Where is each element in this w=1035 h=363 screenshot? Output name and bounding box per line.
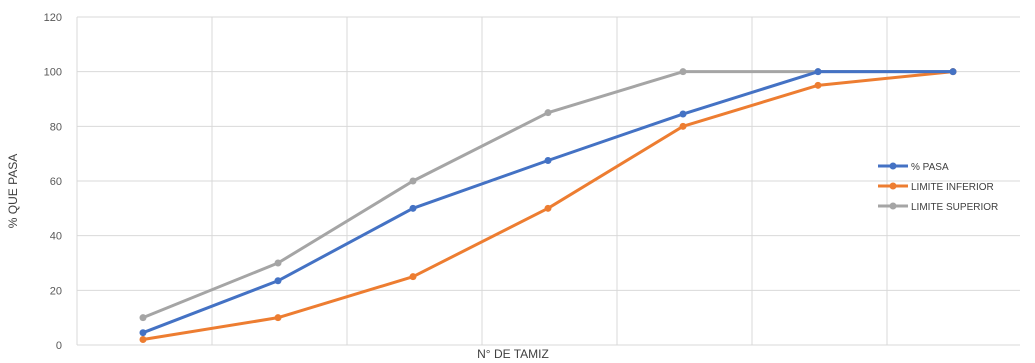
series-line: [141, 70, 955, 320]
data-point: [409, 204, 417, 212]
legend-label: LIMITE INFERIOR: [911, 182, 994, 193]
data-point: [139, 314, 147, 322]
data-point: [274, 314, 282, 322]
y-tick-label: 120: [44, 12, 62, 24]
y-tick-label: 80: [50, 121, 62, 133]
legend-label: % PASA: [911, 162, 949, 173]
y-axis-ticks: 0 20 40 60 80 100 120: [44, 12, 62, 352]
legend-swatch-marker: [889, 182, 897, 190]
data-point: [139, 336, 147, 344]
data-point: [409, 177, 417, 185]
legend-item: LIMITE SUPERIOR: [878, 202, 998, 213]
data-point: [949, 68, 957, 76]
y-tick-label: 0: [56, 340, 62, 352]
data-point: [274, 259, 282, 267]
x-axis-title: N° DE TAMIZ: [477, 347, 549, 361]
data-point: [544, 109, 552, 117]
legend: % PASA LIMITE INFERIOR LIMITE SUPERIOR: [878, 162, 998, 213]
data-point: [139, 329, 147, 337]
data-point: [274, 277, 282, 285]
data-point: [679, 110, 687, 118]
y-axis-title: % QUE PASA: [6, 154, 20, 228]
legend-label: LIMITE SUPERIOR: [911, 202, 998, 213]
y-tick-label: 40: [50, 231, 62, 243]
series-pasa: [139, 68, 957, 337]
y-tick-label: 20: [50, 285, 62, 297]
data-point: [679, 122, 687, 130]
data-point: [814, 68, 822, 76]
legend-item: % PASA: [878, 162, 949, 173]
y-tick-label: 100: [44, 67, 62, 79]
legend-swatch-marker: [889, 202, 897, 210]
data-point: [544, 204, 552, 212]
grid: [76, 16, 1020, 346]
legend-swatch-marker: [889, 162, 897, 170]
data-point: [409, 273, 417, 281]
series-limite-superior: [139, 68, 957, 322]
y-tick-label: 60: [50, 176, 62, 188]
series-layer: [139, 68, 957, 344]
data-point: [679, 68, 687, 76]
data-point: [814, 81, 822, 89]
data-point: [544, 157, 552, 164]
legend-item: LIMITE INFERIOR: [878, 182, 994, 193]
